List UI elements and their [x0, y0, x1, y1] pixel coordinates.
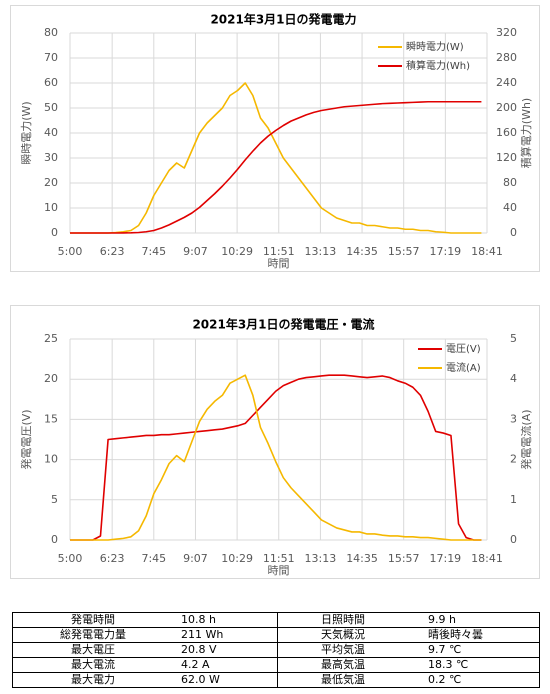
- y-tick-label: 15: [44, 412, 58, 425]
- series-line: [70, 82, 482, 234]
- table-row: 総発電電力量 211 Wh 天気概況 晴後時々曇: [12, 627, 540, 643]
- y-tick-label: 20: [44, 176, 58, 189]
- x-tick-label: 14:35: [346, 552, 378, 565]
- y2-tick-label: 1: [510, 493, 517, 506]
- y-tick-label: 0: [51, 226, 58, 239]
- y2-tick-label: 320: [496, 26, 517, 39]
- x-tick-label: 18:41: [471, 552, 503, 565]
- x-tick-label: 7:45: [141, 245, 166, 258]
- x-tick-label: 15:57: [388, 552, 420, 565]
- y2-tick-label: 4: [510, 372, 517, 385]
- legend-label: 積算電力(Wh): [406, 59, 470, 72]
- cell-label: 最高気温: [277, 657, 408, 673]
- y2-tick-label: 0: [510, 226, 517, 239]
- y2-tick-label: 200: [496, 101, 517, 114]
- x-tick-label: 17:19: [429, 245, 461, 258]
- cell-label: 発電時間: [12, 612, 173, 628]
- x-axis-label: 時間: [268, 564, 290, 577]
- y2-axis-label: 積算電力(Wh): [519, 98, 533, 168]
- cell-label: 最大電流: [12, 657, 173, 673]
- x-tick-label: 18:41: [471, 245, 503, 258]
- y2-tick-label: 5: [510, 332, 517, 345]
- y2-tick-label: 80: [503, 176, 517, 189]
- cell-label: 総発電電力量: [12, 627, 173, 643]
- cell-value: 4.2 A: [173, 657, 278, 673]
- cell-label: 日照時間: [277, 612, 408, 628]
- y-tick-label: 5: [51, 493, 58, 506]
- series-line: [70, 374, 482, 541]
- chart-frame: [10, 5, 540, 272]
- y-axis-label: 瞬時電力(W): [20, 101, 33, 164]
- cell-value: 18.3 ℃: [408, 657, 540, 673]
- y-tick-label: 10: [44, 201, 58, 214]
- x-tick-label: 6:23: [100, 245, 125, 258]
- y2-tick-label: 120: [496, 151, 517, 164]
- y-tick-label: 25: [44, 332, 58, 345]
- y-tick-label: 10: [44, 453, 58, 466]
- x-tick-label: 17:19: [429, 552, 461, 565]
- y-tick-label: 0: [51, 533, 58, 546]
- chart-title: 2021年3月1日の発電電力: [210, 12, 356, 27]
- cell-value: 62.0 W: [173, 672, 278, 688]
- summary-table: 発電時間 10.8 h 日照時間 9.9 h 総発電電力量 211 Wh 天気概況 晴後時々曇…: [12, 612, 540, 688]
- summary-body: 発電時間 10.8 h 日照時間 9.9 h 総発電電力量 211 Wh 天気概況 晴後時々曇…: [12, 612, 540, 688]
- y-tick-label: 20: [44, 372, 58, 385]
- y2-tick-label: 2: [510, 453, 517, 466]
- cell-value: 10.8 h: [173, 612, 278, 628]
- charts: 2021年3月1日の発電電力01020304050607080040801201…: [10, 5, 540, 579]
- legend-label: 電圧(V): [446, 343, 481, 355]
- y2-tick-label: 40: [503, 201, 517, 214]
- cell-label: 最大電力: [12, 672, 173, 688]
- y-tick-label: 80: [44, 26, 58, 39]
- cell-label: 平均気温: [277, 642, 408, 658]
- table-row: 最大電力 62.0 W 最低気温 0.2 ℃: [12, 672, 540, 688]
- x-tick-label: 5:00: [58, 245, 83, 258]
- x-tick-label: 14:35: [346, 245, 378, 258]
- series-line: [70, 100, 482, 234]
- x-tick-label: 11:51: [263, 552, 295, 565]
- x-tick-label: 13:13: [305, 245, 337, 258]
- table-row: 最大電圧 20.8 V 平均気温 9.7 ℃: [12, 642, 540, 658]
- cell-value: 9.9 h: [408, 612, 540, 628]
- table-row: 最大電流 4.2 A 最高気温 18.3 ℃: [12, 657, 540, 673]
- cell-value: 0.2 ℃: [408, 672, 540, 688]
- x-tick-label: 13:13: [305, 552, 337, 565]
- y2-tick-label: 0: [510, 533, 517, 546]
- x-tick-label: 9:07: [183, 245, 208, 258]
- cell-value: 20.8 V: [173, 642, 278, 658]
- legend-label: 瞬時電力(W): [406, 40, 464, 53]
- cell-label: 最大電圧: [12, 642, 173, 658]
- y2-axis-label: 発電電流(A): [519, 409, 533, 469]
- x-tick-label: 5:00: [58, 552, 83, 565]
- x-tick-label: 11:51: [263, 245, 295, 258]
- cell-value: 9.7 ℃: [408, 642, 540, 658]
- cell-value: 211 Wh: [173, 627, 278, 643]
- y2-tick-label: 240: [496, 76, 517, 89]
- x-tick-label: 10:29: [221, 245, 253, 258]
- table-row: 発電時間 10.8 h 日照時間 9.9 h: [12, 612, 540, 628]
- y-tick-label: 60: [44, 76, 58, 89]
- y2-tick-label: 280: [496, 51, 517, 64]
- series-line: [70, 374, 482, 541]
- x-tick-label: 9:07: [183, 552, 208, 565]
- x-tick-label: 7:45: [141, 552, 166, 565]
- cell-value: 晴後時々曇: [408, 627, 540, 643]
- cell-label: 天気概況: [277, 627, 408, 643]
- chart-title: 2021年3月1日の発電電圧・電流: [192, 317, 374, 332]
- y-tick-label: 30: [44, 151, 58, 164]
- y-tick-label: 70: [44, 51, 58, 64]
- y-axis-label: 発電電圧(V): [19, 409, 33, 469]
- y2-tick-label: 3: [510, 412, 517, 425]
- x-tick-label: 15:57: [388, 245, 420, 258]
- cell-label: 最低気温: [277, 672, 408, 688]
- y-tick-label: 50: [44, 101, 58, 114]
- x-tick-label: 10:29: [221, 552, 253, 565]
- y-tick-label: 40: [44, 126, 58, 139]
- legend-label: 電流(A): [446, 361, 481, 374]
- y2-tick-label: 160: [496, 126, 517, 139]
- x-axis-label: 時間: [268, 257, 290, 270]
- x-tick-label: 6:23: [100, 552, 125, 565]
